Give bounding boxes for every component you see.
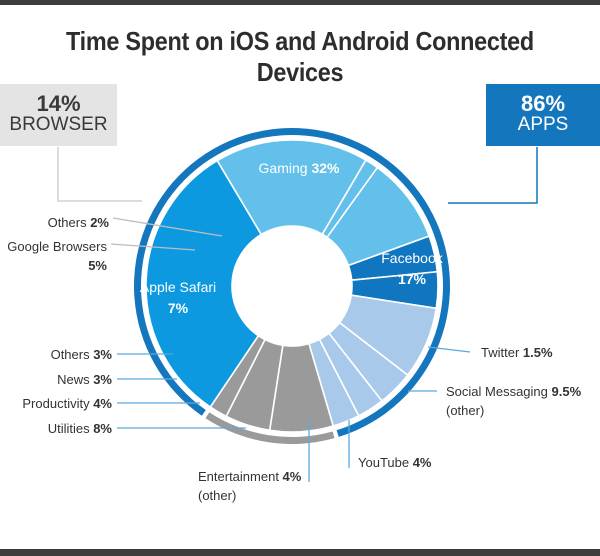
leader-google-browsers bbox=[110, 243, 196, 251]
leader-twitter bbox=[427, 346, 471, 353]
label-others-apps: Others 3% bbox=[51, 347, 113, 362]
sub-social-messaging: (other) bbox=[446, 403, 484, 418]
slice-gaming-0 bbox=[145, 159, 263, 409]
leader-others-browser bbox=[112, 217, 223, 237]
value-apple-safari: 7% bbox=[168, 300, 189, 316]
chart-title: Time Spent on iOS and Android Connected … bbox=[66, 26, 534, 87]
label-utilities: Utilities 8% bbox=[48, 421, 113, 436]
browser-connector bbox=[57, 147, 142, 202]
label-twitter: Twitter 1.5% bbox=[481, 345, 553, 360]
label-youtube: YouTube 4% bbox=[358, 455, 432, 470]
value-facebook: 17% bbox=[398, 271, 427, 287]
browser-total-percent: 14% bbox=[36, 91, 81, 116]
value-google-browsers: 5% bbox=[88, 258, 107, 273]
label-google-browsers: Google Browsers bbox=[7, 239, 107, 254]
label-news: News 3% bbox=[57, 372, 112, 387]
browser-total-box: 14% BROWSER bbox=[0, 84, 117, 146]
slice-facebook-1 bbox=[216, 139, 367, 236]
apps-total-percent: 86% bbox=[520, 91, 566, 116]
label-productivity: Productivity 4% bbox=[22, 396, 112, 411]
browser-total-label: BROWSER bbox=[9, 114, 108, 136]
label-facebook: Facebook bbox=[381, 250, 443, 266]
apps-total-label: APPS bbox=[517, 114, 569, 136]
label-social-messaging: Social Messaging 9.5% bbox=[446, 384, 582, 399]
apps-total-box: 86% APPS bbox=[486, 84, 600, 146]
slice-others-12 bbox=[209, 334, 267, 418]
label-gaming: Gaming 32% bbox=[259, 160, 340, 176]
label-others-browser: Others 2% bbox=[48, 215, 110, 230]
sub-entertainment: (other) bbox=[198, 488, 236, 503]
bottom-border bbox=[0, 549, 600, 556]
apps-connector bbox=[448, 147, 538, 204]
label-apple-safari: Apple Safari bbox=[140, 279, 216, 295]
label-entertainment: Entertainment 4% bbox=[198, 469, 302, 484]
top-border bbox=[0, 0, 600, 5]
